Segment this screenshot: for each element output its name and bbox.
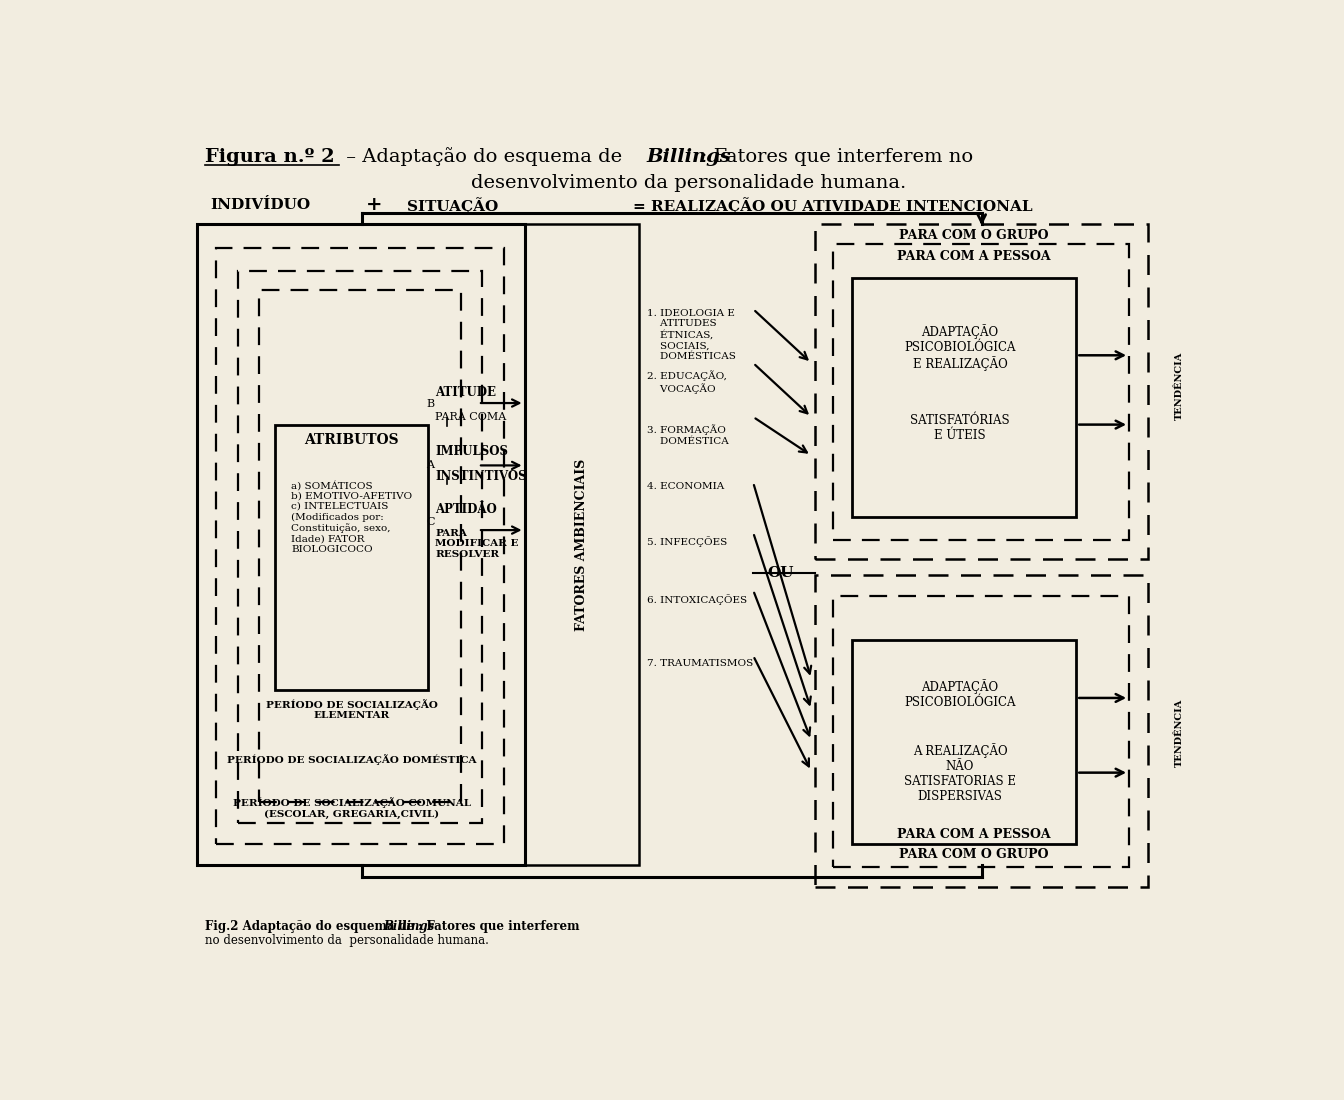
Text: APTIDÃO: APTIDÃO bbox=[435, 503, 497, 516]
Text: = REALIZAÇÃO OU ATIVIDADE INTENCIONAL: = REALIZAÇÃO OU ATIVIDADE INTENCIONAL bbox=[633, 197, 1032, 213]
Bar bbox=[814, 224, 1148, 559]
Text: Billings: Billings bbox=[383, 920, 434, 933]
Text: FATORES AMBIENCIAIS: FATORES AMBIENCIAIS bbox=[575, 459, 589, 630]
Text: A REALIZAÇÃO
NÃO
SATISFATORIAS E
DISPERSIVAS: A REALIZAÇÃO NÃO SATISFATORIAS E DISPERS… bbox=[905, 742, 1016, 803]
Text: 6. INTOXICAÇÕES: 6. INTOXICAÇÕES bbox=[646, 594, 747, 605]
Text: OU: OU bbox=[767, 566, 793, 580]
Text: B: B bbox=[426, 399, 434, 409]
Text: Figura n.º 2: Figura n.º 2 bbox=[206, 147, 335, 166]
Text: PARA
MODIFICAR E
RESOLVER: PARA MODIFICAR E RESOLVER bbox=[435, 529, 519, 559]
Text: PARA COM A PESSOA: PARA COM A PESSOA bbox=[898, 250, 1051, 263]
Bar bbox=[814, 574, 1148, 887]
Text: : Fatores que interferem: : Fatores que interferem bbox=[418, 920, 579, 933]
Text: SITUAÇÃO: SITUAÇÃO bbox=[407, 197, 497, 213]
Text: +: + bbox=[366, 196, 382, 214]
Text: 3. FORMAÇÃO
    DOMÉSTICA: 3. FORMAÇÃO DOMÉSTICA bbox=[646, 425, 728, 446]
Text: IMPULSOS: IMPULSOS bbox=[435, 446, 508, 458]
Text: TENDÊNCIA: TENDÊNCIA bbox=[1175, 352, 1184, 420]
Text: 5. INFECÇÕES: 5. INFECÇÕES bbox=[646, 537, 727, 547]
Text: 2. EDUCAÇÃO,
    VOCAÇÃO: 2. EDUCAÇÃO, VOCAÇÃO bbox=[646, 371, 727, 394]
Text: ATRIBUTOS: ATRIBUTOS bbox=[304, 433, 399, 447]
Text: PARA COMA: PARA COMA bbox=[435, 411, 507, 422]
Text: C: C bbox=[426, 517, 434, 527]
Text: PERÍODO DE SOCIALIZAÇÃO COMUNAL
(ESCOLAR, GREGARIA,CIVIL): PERÍODO DE SOCIALIZAÇÃO COMUNAL (ESCOLAR… bbox=[233, 798, 470, 818]
Bar bbox=[852, 640, 1077, 845]
Bar bbox=[833, 244, 1129, 540]
Text: – Adaptação do esquema de: – Adaptação do esquema de bbox=[340, 147, 629, 166]
Text: desenvolvimento da personalidade humana.: desenvolvimento da personalidade humana. bbox=[472, 174, 906, 191]
Bar bbox=[833, 596, 1129, 867]
Bar bbox=[524, 224, 640, 865]
Text: PERÍODO DE SOCIALIZAÇÃO
ELEMENTAR: PERÍODO DE SOCIALIZAÇÃO ELEMENTAR bbox=[266, 698, 438, 720]
Text: Billings: Billings bbox=[646, 147, 731, 166]
Bar bbox=[238, 271, 482, 824]
Text: a) SOMÁTICOS
b) EMOTIVO-AFETIVO
c) INTELECTUAIS
(Modificados por:
Constituição, : a) SOMÁTICOS b) EMOTIVO-AFETIVO c) INTEL… bbox=[292, 481, 413, 553]
Text: ATITUDE: ATITUDE bbox=[435, 386, 496, 399]
Text: Fig.2 Adaptação do esquema de: Fig.2 Adaptação do esquema de bbox=[206, 920, 419, 933]
Text: ADAPTAÇÃO
PSICOBIOLÓGICA
E REALIZAÇÃO: ADAPTAÇÃO PSICOBIOLÓGICA E REALIZAÇÃO bbox=[905, 324, 1016, 371]
Bar bbox=[259, 289, 461, 802]
Text: TENDÊNCIA: TENDÊNCIA bbox=[1175, 698, 1184, 767]
Bar bbox=[276, 425, 429, 691]
Text: no desenvolvimento da  personalidade humana.: no desenvolvimento da personalidade huma… bbox=[206, 934, 489, 947]
Text: ADAPTAÇÃO
PSICOBIOLÓGICA: ADAPTAÇÃO PSICOBIOLÓGICA bbox=[905, 679, 1016, 710]
Text: PARA COM A PESSOA: PARA COM A PESSOA bbox=[898, 827, 1051, 840]
Text: 4. ECONOMIA: 4. ECONOMIA bbox=[646, 482, 724, 492]
Text: 7. TRAUMATISMOS: 7. TRAUMATISMOS bbox=[646, 659, 753, 669]
Text: : Fatores que interferem no: : Fatores que interferem no bbox=[702, 147, 973, 166]
Text: SATISFATÓRIAS
E ÚTEIS: SATISFATÓRIAS E ÚTEIS bbox=[910, 415, 1009, 442]
Text: 1. IDEOLOGIA E
    ATITUDES
    ÉTNICAS,
    SOCIAIS,
    DOMÉSTICAS: 1. IDEOLOGIA E ATITUDES ÉTNICAS, SOCIAIS… bbox=[646, 309, 735, 361]
Text: PARA COM O GRUPO: PARA COM O GRUPO bbox=[899, 848, 1048, 861]
Bar bbox=[216, 248, 504, 845]
Text: PERÍODO DE SOCIALIZAÇÃO DOMÉSTICA: PERÍODO DE SOCIALIZAÇÃO DOMÉSTICA bbox=[227, 755, 476, 764]
Text: INSTINTIVOS: INSTINTIVOS bbox=[435, 471, 527, 484]
Text: PARA COM O GRUPO: PARA COM O GRUPO bbox=[899, 230, 1048, 242]
Bar bbox=[198, 224, 524, 865]
Text: A: A bbox=[426, 460, 434, 470]
Bar bbox=[852, 278, 1077, 517]
Text: INDIVÍDUO: INDIVÍDUO bbox=[211, 198, 310, 212]
